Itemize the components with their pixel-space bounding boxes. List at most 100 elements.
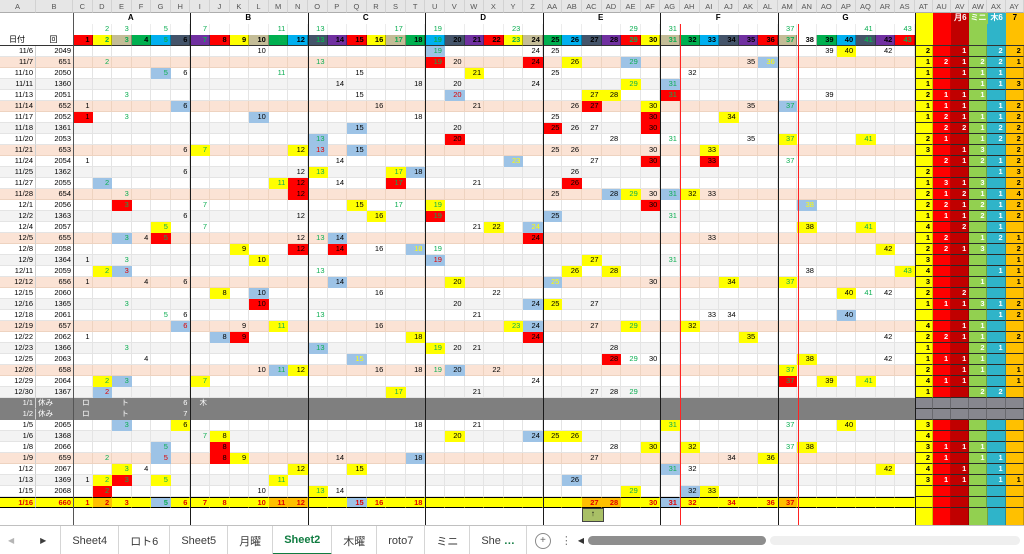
date-cell[interactable]: 11/21 (0, 145, 36, 156)
grid-cell[interactable] (229, 68, 250, 79)
grid-cell[interactable] (621, 266, 641, 277)
grid-cell[interactable] (777, 189, 798, 200)
grid-cell[interactable] (484, 453, 504, 464)
prime-hint-cell[interactable] (328, 24, 348, 35)
grid-cell[interactable]: 18 (405, 112, 426, 123)
grid-cell[interactable] (386, 156, 406, 167)
grid-cell[interactable] (366, 299, 387, 310)
grid-cell[interactable] (131, 167, 152, 178)
grid-cell[interactable] (582, 486, 602, 497)
grid-cell[interactable]: 2 (92, 57, 113, 68)
grid-cell[interactable] (758, 211, 778, 222)
grid-cell[interactable] (170, 46, 191, 57)
grid-cell[interactable] (816, 497, 837, 508)
grid-cell[interactable] (738, 387, 759, 398)
round-cell[interactable]: 1364 (36, 255, 73, 266)
grid-cell[interactable]: 40 (836, 288, 857, 299)
stat-cell[interactable] (933, 409, 952, 420)
stat-cell[interactable] (951, 398, 970, 409)
stat-cell[interactable]: 1 (987, 453, 1006, 464)
grid-cell[interactable] (190, 233, 211, 244)
stat-cell[interactable] (1005, 464, 1024, 475)
stat-cell[interactable] (914, 398, 934, 409)
grid-cell[interactable] (777, 123, 798, 134)
grid-cell[interactable] (679, 156, 700, 167)
grid-cell[interactable] (738, 464, 759, 475)
column-letter[interactable]: I (190, 0, 211, 13)
grid-cell[interactable] (816, 486, 837, 497)
column-letter[interactable]: AR (875, 0, 896, 13)
grid-cell[interactable] (523, 112, 543, 123)
grid-cell[interactable] (366, 200, 387, 211)
sheet-tab-Sheet5[interactable]: Sheet5 (170, 526, 229, 554)
stat-cell[interactable] (951, 79, 970, 90)
grid-cell[interactable] (170, 200, 191, 211)
grid-cell[interactable] (268, 277, 289, 288)
column-letter[interactable]: AL (758, 0, 778, 13)
grid-cell[interactable] (856, 365, 876, 376)
stat-cell[interactable]: 1 (933, 453, 952, 464)
grid-cell[interactable] (816, 101, 837, 112)
sheet-tab-Sheet2[interactable]: Sheet2 (273, 526, 333, 554)
grid-cell[interactable]: 31 (660, 90, 680, 101)
grid-cell[interactable] (268, 101, 289, 112)
stat-cell[interactable] (933, 79, 952, 90)
grid-cell[interactable]: 15 (347, 123, 367, 134)
grid-cell[interactable] (758, 376, 778, 387)
grid-cell[interactable] (777, 299, 798, 310)
grid-cell[interactable] (92, 310, 113, 321)
grid-cell[interactable] (503, 167, 524, 178)
grid-cell[interactable] (738, 288, 759, 299)
stat-cell[interactable]: 2 (933, 112, 952, 123)
grid-cell[interactable] (836, 244, 857, 255)
grid-cell[interactable] (229, 112, 250, 123)
grid-cell[interactable]: 8 (210, 453, 230, 464)
new-sheet-button[interactable]: + (534, 532, 551, 549)
grid-cell[interactable] (268, 189, 289, 200)
scrollbar-track[interactable] (770, 536, 1020, 545)
stat-cell[interactable] (969, 431, 988, 442)
column-letter[interactable]: AI (699, 0, 720, 13)
grid-cell[interactable] (542, 497, 563, 508)
grid-cell[interactable] (738, 299, 759, 310)
grid-cell[interactable] (895, 420, 915, 431)
grid-cell[interactable] (249, 277, 269, 288)
grid-cell[interactable] (738, 431, 759, 442)
grid-cell[interactable] (777, 79, 798, 90)
stat-cell[interactable]: 2 (933, 200, 952, 211)
grid-cell[interactable] (542, 321, 563, 332)
grid-cell[interactable] (875, 497, 896, 508)
grid-cell[interactable] (503, 442, 524, 453)
grid-cell[interactable] (229, 475, 250, 486)
grid-cell[interactable] (327, 387, 348, 398)
date-cell[interactable]: 11/11 (0, 79, 36, 90)
grid-cell[interactable] (170, 332, 191, 343)
grid-cell[interactable] (816, 277, 837, 288)
grid-cell[interactable]: 27 (582, 255, 602, 266)
grid-cell[interactable] (386, 299, 406, 310)
stat-cell[interactable] (987, 354, 1006, 365)
grid-cell[interactable]: 4 (131, 354, 152, 365)
grid-cell[interactable] (131, 189, 152, 200)
stat-cell[interactable] (969, 497, 988, 508)
grid-cell[interactable] (542, 475, 563, 486)
grid-cell[interactable] (386, 57, 406, 68)
number-header-cell[interactable]: 28 (601, 35, 622, 46)
stat-cell[interactable] (987, 321, 1006, 332)
grid-cell[interactable] (386, 486, 406, 497)
grid-cell[interactable]: 16 (366, 321, 387, 332)
stat-cell[interactable]: 1 (933, 211, 952, 222)
grid-cell[interactable] (875, 134, 896, 145)
grid-cell[interactable] (875, 321, 896, 332)
stat-cell[interactable]: 1 (951, 354, 970, 365)
grid-cell[interactable] (856, 387, 876, 398)
grid-cell[interactable] (895, 442, 915, 453)
grid-cell[interactable] (444, 486, 465, 497)
number-header-cell[interactable]: 40 (836, 35, 857, 46)
grid-cell[interactable] (542, 222, 563, 233)
date-cell[interactable]: 12/26 (0, 365, 36, 376)
grid-cell[interactable] (856, 244, 876, 255)
grid-cell[interactable] (249, 200, 269, 211)
grid-cell[interactable] (542, 244, 563, 255)
grid-cell[interactable] (190, 189, 211, 200)
